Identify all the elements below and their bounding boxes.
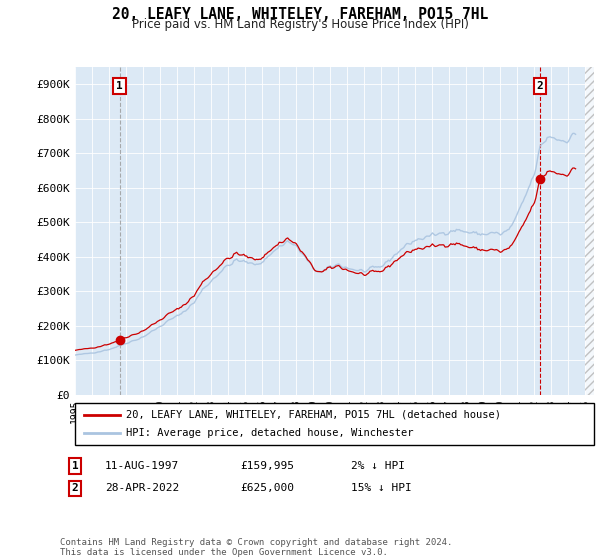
Text: 2: 2	[71, 483, 79, 493]
Text: HPI: Average price, detached house, Winchester: HPI: Average price, detached house, Winc…	[126, 428, 413, 438]
Text: 11-AUG-1997: 11-AUG-1997	[105, 461, 179, 471]
Text: Price paid vs. HM Land Registry's House Price Index (HPI): Price paid vs. HM Land Registry's House …	[131, 18, 469, 31]
Text: 2% ↓ HPI: 2% ↓ HPI	[351, 461, 405, 471]
Text: 15% ↓ HPI: 15% ↓ HPI	[351, 483, 412, 493]
Text: Contains HM Land Registry data © Crown copyright and database right 2024.
This d: Contains HM Land Registry data © Crown c…	[60, 538, 452, 557]
Text: 2: 2	[536, 81, 544, 91]
Text: £159,995: £159,995	[240, 461, 294, 471]
Text: 20, LEAFY LANE, WHITELEY, FAREHAM, PO15 7HL (detached house): 20, LEAFY LANE, WHITELEY, FAREHAM, PO15 …	[126, 410, 501, 420]
Text: 1: 1	[116, 81, 123, 91]
Text: 28-APR-2022: 28-APR-2022	[105, 483, 179, 493]
Text: 20, LEAFY LANE, WHITELEY, FAREHAM, PO15 7HL: 20, LEAFY LANE, WHITELEY, FAREHAM, PO15 …	[112, 7, 488, 22]
Text: 1: 1	[71, 461, 79, 471]
Text: £625,000: £625,000	[240, 483, 294, 493]
